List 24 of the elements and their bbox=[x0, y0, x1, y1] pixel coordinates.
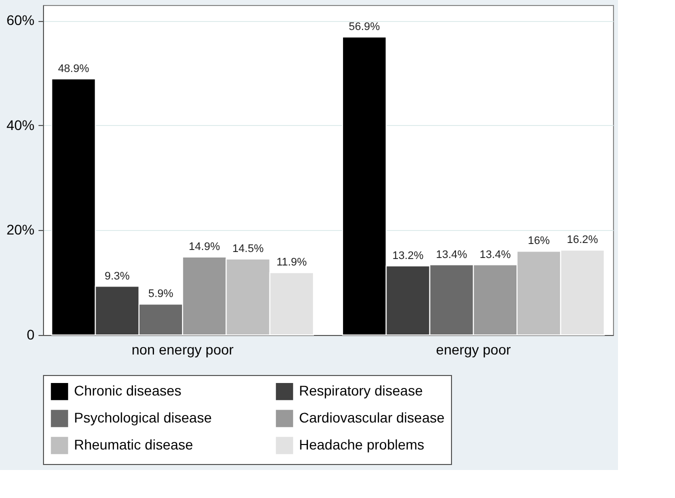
y-tick-label: 40% bbox=[6, 116, 34, 133]
data-label: 56.9% bbox=[348, 20, 380, 33]
data-label: 48.9% bbox=[58, 62, 90, 75]
data-label: 16.2% bbox=[566, 234, 598, 246]
data-label: 9.3% bbox=[104, 270, 130, 282]
x-tick-label: non energy poor bbox=[132, 342, 234, 358]
data-label: 11.9% bbox=[276, 256, 308, 269]
legend-label: Chronic diseases bbox=[74, 382, 182, 399]
y-tick-label: 0 bbox=[26, 326, 35, 342]
data-label: 13.4% bbox=[436, 248, 468, 261]
data-label: 16% bbox=[528, 235, 550, 248]
legend-label: Respiratory disease bbox=[299, 382, 423, 399]
data-label: 14.9% bbox=[188, 240, 220, 253]
x-tick-label: energy poor bbox=[436, 342, 512, 358]
legend-label: Cardiovascular disease bbox=[299, 410, 445, 426]
data-label: 13.4% bbox=[480, 248, 512, 261]
y-tick-label: 20% bbox=[6, 222, 34, 238]
legend-label: Rheumatic disease bbox=[74, 436, 194, 452]
legend-label: Headache problems bbox=[299, 436, 424, 452]
legend-label: Psychological disease bbox=[74, 410, 212, 426]
data-label: 5.9% bbox=[148, 288, 174, 300]
data-label: 14.5% bbox=[232, 243, 264, 256]
y-tick-label: 60% bbox=[6, 12, 34, 28]
data-label: 13.2% bbox=[392, 250, 424, 262]
